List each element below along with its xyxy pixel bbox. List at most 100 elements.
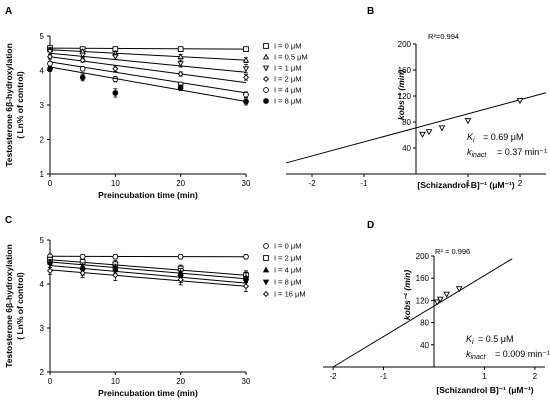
legend-marker <box>263 87 269 93</box>
data-point <box>79 57 86 64</box>
data-point <box>79 65 86 72</box>
panel-b-kinact-value: = 0.37 min⁻¹ <box>497 147 547 157</box>
series-i-4-m <box>46 258 250 284</box>
y-tick-label: 160 <box>398 66 412 75</box>
legend-label: I = 0 μM <box>274 242 301 251</box>
panel-d-ylabel: kobs⁻¹ (min) <box>402 270 412 320</box>
data-point <box>243 91 249 98</box>
panel-b-ki: Ki = 0.69 μM <box>467 132 523 144</box>
legend-marker <box>262 65 270 72</box>
panel-d-plot: -2 -1 1 2 40 80 120 160 200 R² = 0.996 Ki = 0.5 … <box>323 247 550 395</box>
panel-b-ki-value: = 0.69 μM <box>483 132 523 142</box>
panel-c-xlabel: Preincubation time (min) <box>98 388 198 398</box>
y-tick-label: 80 <box>402 118 411 127</box>
legend-label: I = 0 μM <box>274 42 301 51</box>
data-point <box>516 98 524 105</box>
panel-letter-b: B <box>367 6 374 17</box>
panel-b-xlabel: [Schizandrol B]⁻¹ (μM⁻¹) <box>417 180 514 190</box>
panel-a-plot: 0 10 20 30 1 2 3 4 5 I = 0 μM I = 0.5 μM I = 1 μM I… <box>4 32 308 200</box>
data-point <box>177 53 184 60</box>
data-point <box>455 286 463 293</box>
data-point <box>47 65 53 72</box>
legend-marker <box>262 53 270 60</box>
panel-letter-d: D <box>367 220 374 231</box>
panel-d-ki-symbol: Ki <box>466 334 474 346</box>
legend-label: I = 1 μM <box>274 64 301 73</box>
data-point <box>46 267 54 274</box>
x-tick-label: 0 <box>48 377 53 386</box>
legend-marker <box>263 98 269 104</box>
y-tick-label: 2 <box>40 136 45 145</box>
y-tick-label: 4 <box>40 280 45 289</box>
y-tick-label: 4 <box>40 67 45 76</box>
legend-marker <box>262 290 270 298</box>
y-tick-label: 3 <box>40 324 45 333</box>
x-tick-label: -1 <box>380 372 388 381</box>
fit-line <box>49 259 247 276</box>
series-i-4-m <box>47 60 249 98</box>
y-tick-label: 120 <box>416 296 430 305</box>
x-tick-label: -1 <box>360 179 368 188</box>
x-tick-label: -2 <box>330 372 338 381</box>
series-i-0-m <box>47 253 249 260</box>
y-tick-label: 2 <box>40 368 45 377</box>
y-tick-label: 3 <box>40 101 45 110</box>
x-tick-label: 10 <box>111 179 120 188</box>
legend-marker <box>262 279 270 286</box>
data-point <box>46 261 54 268</box>
data-point <box>177 70 184 77</box>
legend-label: I = 16 μM <box>274 290 306 299</box>
panel-b-ylabel: kobs⁻¹ (min) <box>396 70 406 120</box>
panel-d-xlabel: [Schizandrol B]⁻¹ (μM⁻¹) <box>436 385 533 395</box>
data-point <box>242 66 250 73</box>
data-point <box>112 65 119 72</box>
panel-a-ylabel-line2: ( Ln% of control) <box>15 71 25 139</box>
data-point <box>243 46 249 52</box>
panel-c-ylabel-line1: Testosterone 6β-hydroxylation <box>4 244 14 368</box>
data-point <box>177 84 184 91</box>
data-point <box>79 74 86 81</box>
fit-line <box>49 61 247 94</box>
series-i-2-m <box>46 53 250 84</box>
data-point <box>79 52 86 59</box>
y-tick-label: 200 <box>416 252 430 261</box>
panel-d-r2: R² = 0.996 <box>435 247 470 256</box>
x-tick-label: 20 <box>176 377 185 386</box>
series-i-16-m <box>46 266 250 292</box>
x-tick-label: 1 <box>482 372 487 381</box>
legend-marker <box>262 75 270 83</box>
legend-label: I = 2 μM <box>274 75 301 84</box>
data-point <box>177 253 184 260</box>
data-point <box>112 54 119 61</box>
fit-line <box>332 258 513 368</box>
legend-marker <box>263 43 269 49</box>
data-point <box>438 125 446 132</box>
panel-d-ki: Ki = 0.5 μM <box>466 334 513 346</box>
data-point <box>112 272 119 279</box>
panel-d-kinact-value: = 0.009 min⁻¹ <box>495 349 550 359</box>
legend-marker <box>262 266 270 273</box>
x-tick-label: 20 <box>176 179 185 188</box>
fit-line <box>49 265 247 284</box>
panel-d-ki-value: = 0.5 μM <box>478 334 513 344</box>
data-point <box>177 46 184 52</box>
fit-line <box>49 66 247 103</box>
panel-b-plot: -2 -1 1 2 40 80 120 160 200 R²=0.994 Ki = 0.69 μ… <box>285 32 547 190</box>
y-tick-label: 40 <box>402 144 411 153</box>
data-point <box>79 253 86 260</box>
data-point <box>79 269 86 277</box>
x-tick-label: 1 <box>466 179 471 188</box>
data-point <box>243 98 249 105</box>
data-point <box>112 253 119 260</box>
fit-line <box>49 49 247 61</box>
data-point <box>419 131 426 138</box>
series-i-0-m <box>47 45 249 52</box>
fit-line <box>49 47 247 50</box>
x-tick-label: 0 <box>48 179 53 188</box>
data-point <box>177 61 184 67</box>
data-point <box>112 90 119 96</box>
series-i-8-m <box>47 65 249 106</box>
legend-label: I = 8 μM <box>274 278 301 287</box>
panel-a-ylabel-line1: Testosterone 6β-hydroxylation <box>4 43 14 167</box>
